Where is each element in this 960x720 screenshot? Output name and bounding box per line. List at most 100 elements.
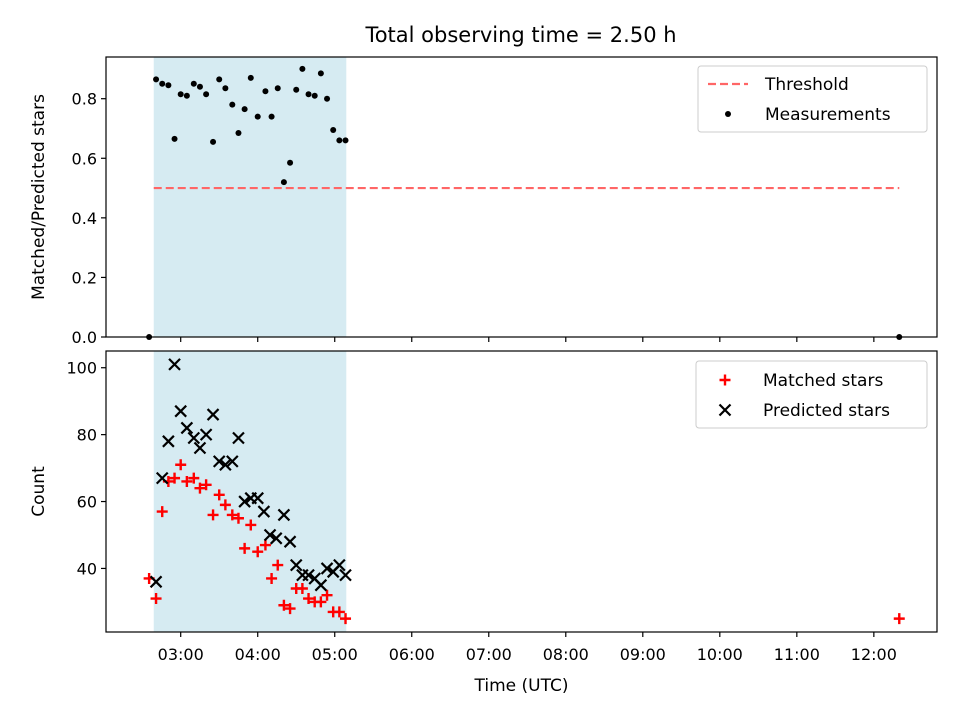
matched-star-point	[278, 599, 290, 611]
measurement-point	[216, 76, 223, 83]
measurement-point	[235, 129, 242, 136]
measurement-point	[293, 86, 300, 93]
x-tick-label: 06:00	[389, 645, 435, 664]
predicted-star-point	[212, 455, 226, 468]
measurement-point	[203, 91, 210, 98]
measurement-point	[311, 92, 318, 99]
predicted-star-point	[168, 358, 181, 371]
shaded-span	[153, 351, 347, 632]
matched-star-point	[245, 519, 257, 531]
y-tick-label: 100	[66, 359, 97, 378]
legend-matched-label: Matched stars	[763, 371, 883, 391]
predicted-star-point	[226, 455, 239, 468]
matched-star-point	[333, 606, 345, 618]
matched-star-point	[226, 509, 238, 521]
x-tick-label: 07:00	[466, 645, 512, 664]
legend-predicted-swatch	[718, 403, 732, 417]
measurement-point	[274, 85, 281, 92]
measurement-point	[317, 70, 324, 77]
axes-frame	[105, 56, 938, 338]
predicted-star-point	[269, 532, 283, 545]
measurement-point	[183, 92, 190, 99]
measurement-point	[330, 126, 337, 133]
measurement-point	[287, 159, 294, 166]
matched-star-point	[150, 593, 162, 605]
x-tick-label: 11:00	[774, 645, 820, 664]
legend-matched-swatch	[719, 374, 731, 386]
matched-star-point	[259, 539, 271, 551]
y-tick-label: 0.2	[72, 268, 97, 287]
measurement-point	[159, 80, 166, 87]
predicted-star-point	[277, 508, 291, 522]
measurement-point	[190, 80, 197, 87]
matched-star-point	[239, 542, 251, 554]
x-axis-label: Time (UTC)	[474, 676, 569, 696]
measurement-point	[299, 65, 306, 72]
predicted-star-point	[257, 505, 271, 518]
measurement-point	[241, 106, 248, 113]
x-tick-label: 10:00	[697, 645, 743, 664]
bottom-panel-counts: 40 60 80 100 03:00 04:00 05:00 06:00 07:00 08:00 0…	[29, 350, 938, 696]
predicted-star-point	[314, 578, 328, 592]
measurement-point	[229, 101, 236, 108]
predicted-star-point	[206, 408, 220, 421]
matched-star-point	[207, 509, 219, 521]
x-tick-label: 05:00	[312, 645, 358, 664]
predicted-star-point	[251, 491, 264, 505]
measurement-point	[247, 74, 254, 81]
predicted-star-point	[162, 435, 175, 448]
matched-star-point	[188, 472, 200, 484]
legend-bottom: Matched stars Predicted stars	[695, 360, 928, 429]
predicted-star-point	[180, 421, 194, 435]
predicted-star-point	[155, 471, 169, 485]
x-tick-label: 09:00	[620, 645, 666, 664]
axes-frame	[105, 350, 938, 633]
predicted-star-point	[333, 558, 346, 572]
x-tick-label: 04:00	[235, 645, 281, 664]
x-tick-label: 03:00	[158, 645, 204, 664]
measurement-point	[210, 138, 217, 145]
matched-star-point	[169, 472, 181, 484]
legend-top: Threshold Measurements	[697, 65, 928, 133]
matched-star-point	[272, 559, 284, 571]
measurement-point	[324, 95, 331, 102]
matched-star-point	[175, 459, 187, 471]
x-tick-label: 12:00	[851, 645, 897, 664]
measurement-point	[196, 83, 203, 90]
predicted-star-point	[320, 562, 334, 575]
matched-star-point	[284, 603, 296, 615]
predicted-star-point	[339, 568, 352, 582]
top-panel-measurements: 0.0 0.2 0.4 0.6 0.8 Matched/Predicted stars Th…	[29, 56, 938, 347]
matched-star-point	[315, 596, 327, 608]
predicted-star-point	[174, 404, 187, 418]
y-tick-label: 0.4	[72, 209, 97, 228]
shaded-span	[153, 57, 347, 337]
predicted-star-point	[193, 441, 207, 455]
measurement-point	[342, 137, 349, 144]
y-tick-label: 0.8	[72, 90, 97, 109]
matched-star-point	[321, 589, 333, 601]
matched-star-point	[303, 593, 315, 605]
predicted-star-point	[219, 458, 232, 472]
measurement-point	[222, 85, 229, 92]
predicted-star-point	[232, 431, 245, 445]
predicted-star-point	[199, 428, 213, 441]
predicted-star-point	[283, 535, 297, 548]
matched-star-point	[296, 583, 308, 595]
measurement-point	[153, 76, 160, 83]
predicted-star-point	[187, 431, 201, 445]
matched-star-point	[232, 512, 244, 524]
matched-star-point	[340, 613, 352, 625]
chart-title: Total observing time = 2.50 h	[364, 23, 676, 47]
matched-star-point	[219, 499, 231, 511]
matched-star-point	[156, 506, 168, 518]
y-tick-label: 0.6	[72, 149, 97, 168]
y-tick-label: 40	[77, 559, 97, 578]
predicted-star-point	[289, 558, 303, 572]
predicted-star-point	[238, 495, 251, 508]
matched-star-point	[893, 613, 905, 625]
measurement-point	[268, 113, 275, 120]
y-tick-label: 80	[77, 426, 97, 445]
legend-measurement-label: Measurements	[765, 105, 891, 125]
predicted-star-point	[263, 528, 277, 542]
